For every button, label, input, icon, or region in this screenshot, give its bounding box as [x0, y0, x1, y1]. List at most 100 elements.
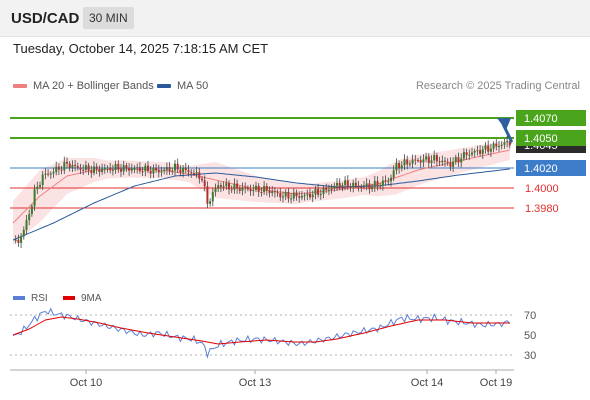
currency-pair-title: USD/CAD: [11, 10, 80, 27]
candle-body: [149, 171, 152, 174]
candle-body: [168, 167, 171, 172]
candle-body: [460, 158, 463, 163]
candle-body: [344, 180, 347, 186]
candle-body: [311, 194, 314, 198]
level-label-1.3980: 1.3980: [525, 203, 559, 215]
candle-body: [268, 190, 271, 194]
candle-body: [141, 171, 144, 173]
candle-body: [484, 145, 487, 150]
candle-body: [49, 173, 52, 175]
candle-body: [408, 163, 411, 165]
candle-body: [287, 192, 290, 199]
candle-body: [147, 165, 149, 172]
candle-body: [365, 183, 368, 186]
ma9-swatch: [63, 296, 75, 301]
x-tick-label: Oct 14: [411, 377, 443, 389]
candle-body: [276, 192, 279, 194]
candle-body: [157, 170, 160, 173]
candle-body: [230, 189, 233, 191]
candle-body: [306, 193, 309, 196]
candle-body: [14, 239, 17, 241]
candle-body: [246, 188, 249, 190]
legend-ma20: MA 20 + Bollinger Bands: [13, 80, 154, 92]
candle-body: [52, 172, 55, 174]
candle-body: [111, 169, 114, 171]
x-tick-label: Oct 19: [480, 377, 512, 389]
candle-body: [120, 169, 122, 172]
ma20-swatch: [13, 84, 27, 89]
candle-body: [500, 144, 503, 146]
candle-body: [165, 167, 168, 170]
candle-body: [33, 189, 36, 207]
candle-body: [425, 156, 428, 160]
candle-body: [228, 183, 230, 190]
level-label-1.4070: 1.4070: [524, 113, 558, 125]
candle-body: [357, 185, 360, 187]
candle-body: [373, 180, 376, 187]
candle-body: [138, 167, 141, 172]
candle-body: [290, 198, 293, 200]
candle-body: [95, 166, 98, 170]
candle-body: [211, 192, 214, 202]
rsi-tick-70: 70: [524, 310, 536, 322]
candle-body: [174, 163, 176, 171]
candle-body: [319, 194, 322, 196]
candle-body: [379, 185, 382, 187]
candle-body: [427, 156, 430, 163]
legend-ma50-label: MA 50: [177, 80, 209, 92]
level-label-1.4050-bg: [516, 130, 586, 146]
candle-body: [465, 152, 468, 156]
candle-body: [133, 168, 136, 170]
ma50-swatch: [157, 84, 171, 89]
candle-body: [441, 160, 444, 163]
candle-body: [130, 168, 133, 171]
candle-body: [184, 167, 187, 170]
candle-body: [182, 167, 185, 173]
x-tick-label: Oct 13: [239, 377, 271, 389]
level-label-1.4020-bg: [516, 160, 586, 176]
candle-body: [36, 186, 39, 190]
candle-body: [354, 182, 357, 186]
candle-body: [492, 143, 495, 149]
candle-body: [381, 180, 384, 186]
credit-text: Research © 2025 Trading Central: [415, 80, 580, 92]
rsi-line: [12, 307, 511, 359]
candle-body: [22, 229, 25, 237]
candle-body: [346, 180, 349, 188]
candle-body: [498, 145, 500, 147]
candle-body: [473, 150, 476, 153]
candle-body: [403, 159, 406, 166]
candle-body: [71, 165, 74, 168]
candle-body: [98, 169, 101, 172]
candle-body: [419, 160, 422, 163]
ma50-line: [12, 168, 510, 241]
candle-body: [57, 166, 60, 170]
candle-body: [82, 169, 85, 171]
candle-body: [303, 195, 306, 197]
candle-body: [28, 214, 31, 221]
candle-body: [422, 159, 425, 163]
candle-body: [449, 162, 452, 167]
candle-body: [395, 163, 398, 171]
candle-body: [435, 155, 438, 162]
candle-body: [25, 220, 28, 230]
candle-body: [60, 169, 63, 171]
candle-body: [363, 185, 365, 188]
candle-body: [452, 161, 455, 167]
rsi-tick-30: 30: [524, 350, 536, 362]
candle-body: [47, 173, 50, 175]
candle-body: [476, 150, 479, 152]
level-label-1.4000: 1.4000: [525, 183, 559, 195]
candle-body: [282, 196, 284, 198]
candle-body: [238, 188, 241, 191]
header-bar: USD/CAD 30 MIN: [0, 0, 590, 37]
candle-body: [387, 181, 390, 183]
candle-body: [503, 142, 506, 145]
candle-body: [125, 165, 128, 168]
candle-body: [44, 173, 47, 175]
candle-body: [171, 170, 174, 172]
timeframe-badge[interactable]: 30 MIN: [83, 7, 134, 29]
candle-body: [201, 178, 203, 181]
candle-body: [495, 143, 498, 147]
